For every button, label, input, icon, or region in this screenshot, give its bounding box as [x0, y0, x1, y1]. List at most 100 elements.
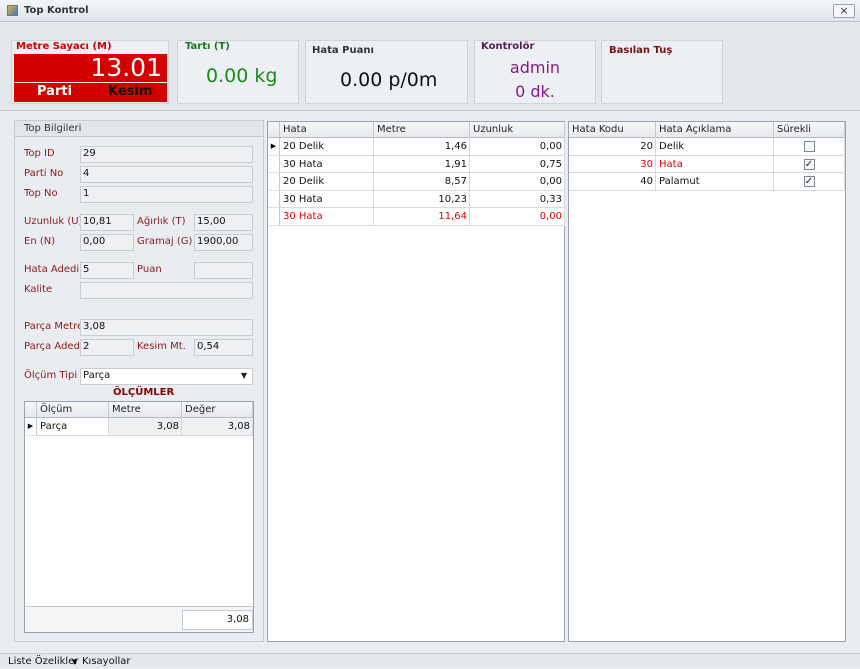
cell-text: 3,08: [227, 421, 250, 432]
grid-cell[interactable]: [374, 155, 470, 173]
menu-item[interactable]: Liste Özelikler: [8, 656, 79, 667]
grid-cell[interactable]: [470, 208, 565, 226]
measurements-title: ÖLÇÜMLER: [113, 387, 175, 398]
row-selector: [268, 173, 280, 191]
checkbox[interactable]: ✓: [803, 176, 815, 187]
text-field: [80, 166, 253, 183]
column-header: [109, 402, 182, 418]
status-bar: [0, 653, 860, 668]
grid-cell[interactable]: [109, 418, 182, 436]
cell-text: 10,23: [438, 193, 467, 205]
grid-cell[interactable]: [470, 173, 565, 191]
field-value: 4: [83, 168, 90, 179]
meter-right: Kesim: [108, 84, 153, 99]
checkbox[interactable]: [803, 141, 815, 152]
grid-cell[interactable]: [470, 155, 565, 173]
dropdown[interactable]: [80, 368, 253, 385]
cell-text: Palamut: [659, 176, 700, 187]
cell-text: 20: [640, 141, 653, 152]
grid-cell[interactable]: [374, 208, 470, 226]
total-value: 3,08: [226, 614, 249, 625]
column-header: [280, 122, 374, 138]
controller-label: Kontrolör: [481, 41, 535, 52]
field-value: 5: [83, 264, 90, 275]
grid-cell[interactable]: [182, 418, 253, 436]
cell-text: 0,33: [539, 193, 562, 205]
cell-text: 30 Hata: [283, 158, 323, 170]
grid-cell[interactable]: [470, 138, 565, 156]
text-field: [80, 339, 134, 356]
grid-cell[interactable]: [280, 155, 374, 173]
field-label: Gramaj (G): [137, 236, 193, 247]
meter-left: Parti: [37, 84, 73, 99]
column-header-text: Sürekli: [777, 124, 812, 135]
field-value: 15,00: [197, 216, 226, 227]
grid-cell[interactable]: [374, 173, 470, 191]
grid-cell[interactable]: [280, 208, 374, 226]
column-header-text: Metre: [377, 124, 406, 135]
cell-text: Parça: [40, 421, 68, 432]
column-header: [374, 122, 470, 138]
field-value: 0,54: [197, 341, 220, 352]
cell-text: 11,64: [438, 211, 467, 222]
column-header: [470, 122, 565, 138]
meter-display: [14, 54, 167, 82]
column-header-text: Hata Açıklama: [659, 124, 732, 135]
grid-cell[interactable]: [374, 190, 470, 208]
field-label: Puan: [137, 264, 162, 275]
close-button[interactable]: ×: [833, 4, 855, 18]
cell-text: 3,08: [156, 421, 179, 432]
field-label: Parça Adedi: [24, 341, 83, 352]
field-value: 0,00: [83, 236, 106, 247]
grid-cell[interactable]: [569, 138, 656, 156]
menu-arrow: ▼: [72, 658, 78, 666]
cell-text: Delik: [659, 141, 685, 152]
grid-cell[interactable]: [569, 155, 656, 173]
codes-grid: [568, 121, 846, 642]
pressed-key-label: Basılan Tuş: [609, 45, 673, 56]
measurements-grid: [24, 401, 254, 633]
cell-text: 30: [640, 158, 653, 170]
grid-cell[interactable]: [280, 190, 374, 208]
grid-cell[interactable]: [569, 173, 656, 191]
grid-cell[interactable]: [37, 418, 109, 436]
text-field: [80, 214, 134, 231]
grid-cell[interactable]: [656, 155, 774, 173]
field-label: Ölçüm Tipi: [24, 370, 78, 381]
field-value: 10,81: [83, 216, 112, 227]
grid-cell[interactable]: [374, 138, 470, 156]
text-field: [80, 262, 134, 279]
checkbox[interactable]: ✓: [803, 158, 815, 170]
field-label: Hata Adedi: [24, 264, 80, 275]
row-selector: [268, 190, 280, 208]
field-label: Ağırlık (T): [137, 216, 186, 227]
field-label: Kalite: [24, 284, 53, 295]
grid-cell[interactable]: [656, 138, 774, 156]
field-label: En (N): [24, 236, 56, 247]
row-selector: [268, 208, 280, 226]
text-field: [80, 234, 134, 251]
field-label: Top ID: [24, 148, 55, 159]
text-field: [80, 146, 253, 163]
column-header-text: Hata Kodu: [572, 124, 624, 135]
cell-text: 0,00: [539, 176, 562, 187]
field-label: Parti No: [24, 168, 64, 179]
text-field: [80, 186, 253, 203]
field-label: Top No: [24, 188, 58, 199]
grid-cell[interactable]: [280, 138, 374, 156]
row-selector: ▶: [25, 418, 37, 436]
field-label: Parça Metresi: [24, 321, 92, 332]
grid-cell[interactable]: [280, 173, 374, 191]
grid-cell[interactable]: [470, 190, 565, 208]
dropdown-arrow[interactable]: ▼: [241, 371, 248, 380]
cell-text: 1,91: [444, 158, 467, 170]
cell-text: 0,75: [539, 158, 562, 170]
scale-panel: [177, 40, 299, 104]
text-field: [80, 282, 253, 299]
window-title: Top Kontrol: [24, 5, 89, 16]
grid-cell[interactable]: [656, 173, 774, 191]
cell-text: 1,46: [444, 141, 467, 152]
cell-text: Hata: [659, 158, 683, 170]
field-value: 29: [83, 148, 96, 159]
menu-item[interactable]: Kısayollar: [82, 656, 131, 667]
